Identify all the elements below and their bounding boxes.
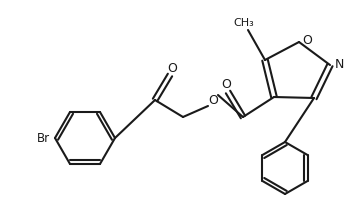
Text: O: O	[208, 93, 218, 107]
Text: O: O	[302, 34, 312, 46]
Text: Br: Br	[37, 131, 50, 145]
Text: O: O	[221, 78, 231, 91]
Text: N: N	[334, 59, 344, 72]
Text: O: O	[167, 61, 177, 74]
Text: CH₃: CH₃	[234, 18, 255, 28]
